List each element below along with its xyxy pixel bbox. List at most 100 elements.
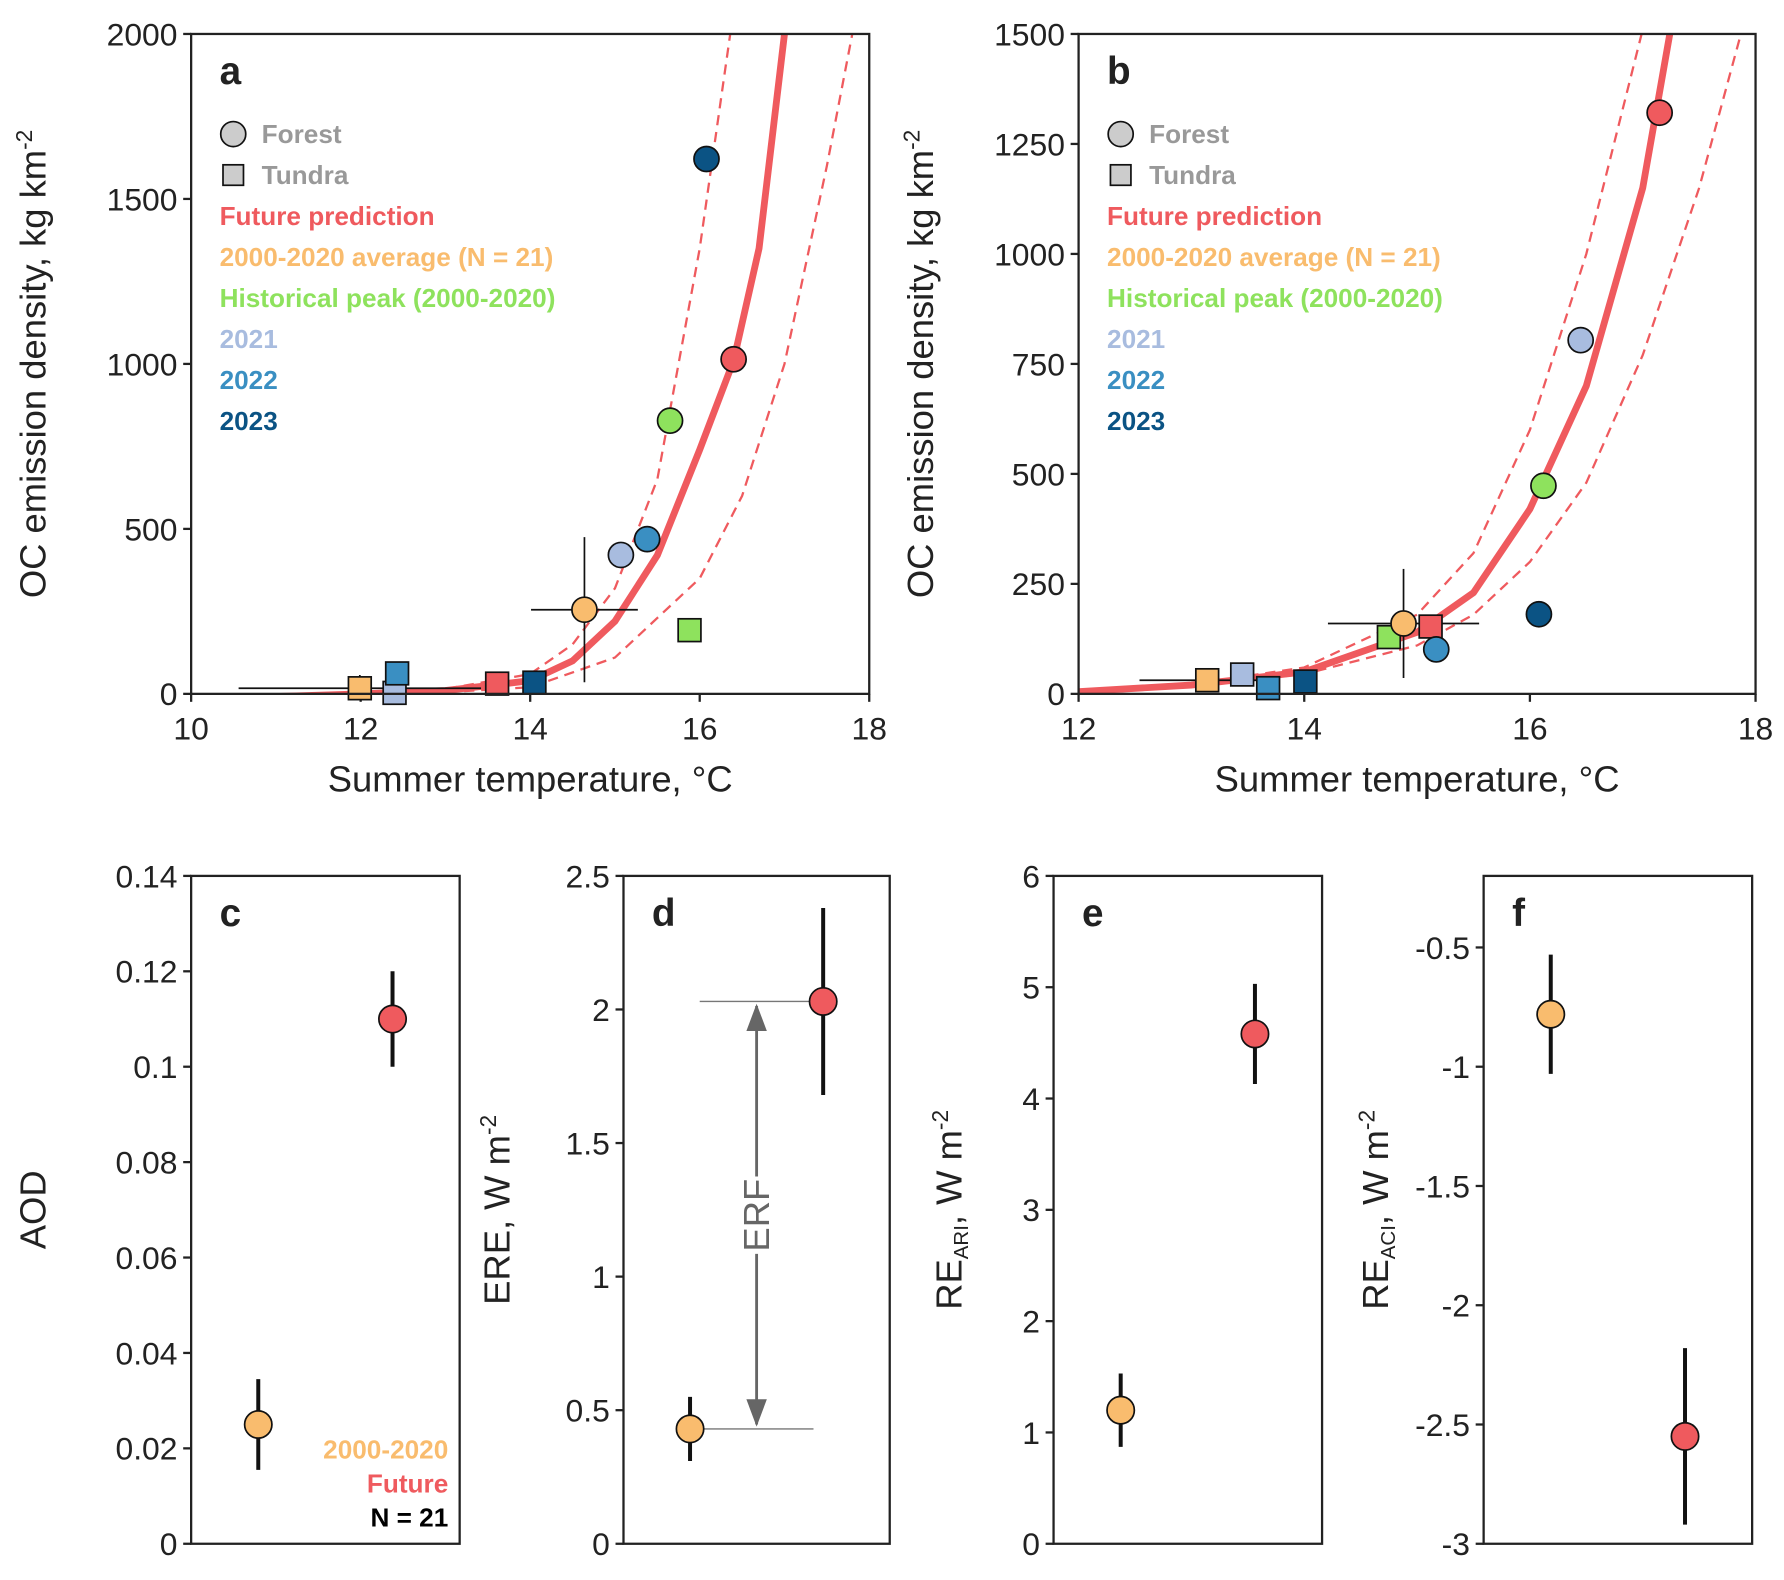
panel-letter: d: [652, 892, 676, 935]
legend-marker: [222, 163, 245, 187]
fit-curve: [1078, 33, 1742, 693]
legend-label: 2023: [220, 406, 278, 436]
legend-note: Future: [367, 1469, 448, 1499]
y-axis-label-part: , W m: [1355, 1130, 1396, 1225]
y-tick-label: 0.1: [133, 1049, 177, 1085]
legend-label: 2000-2020 average (N = 21): [220, 242, 554, 272]
y-tick-label: 1250: [994, 126, 1065, 162]
x-tick-label: 12: [1061, 710, 1096, 746]
x-tick-label: 16: [682, 710, 717, 746]
y-tick-label: -2: [1442, 1288, 1470, 1324]
y-tick-label: 1: [592, 1259, 610, 1295]
tundra-point: [677, 617, 702, 643]
y-tick-label: 2000: [107, 16, 178, 52]
point: [1536, 999, 1566, 1029]
x-tick-label: 16: [1512, 710, 1547, 746]
plot-frame: [190, 874, 461, 1545]
y-tick-label: 0.14: [116, 858, 178, 894]
forest-point: [1530, 472, 1557, 500]
y-axis-label-part: OC emission density, kg km: [13, 150, 54, 598]
tundra-point: [384, 661, 410, 686]
fit-curve: [191, 33, 788, 694]
legend-label: 2022: [1107, 365, 1165, 395]
y-tick-label: 0.02: [116, 1431, 178, 1467]
legend-label: 2021: [1107, 324, 1165, 354]
legend-note: N = 21: [370, 1503, 448, 1533]
y-tick-label: 0: [160, 1526, 178, 1562]
x-axis-label: Summer temperature, °C: [328, 759, 733, 800]
y-tick-label: 250: [1012, 566, 1065, 602]
plot-frame: [1482, 874, 1754, 1545]
forest-point: [1422, 636, 1450, 663]
point: [243, 1409, 273, 1440]
y-tick-label: 0.12: [116, 954, 178, 990]
legend-label: Forest: [262, 119, 342, 149]
y-tick-label: 2: [592, 992, 610, 1028]
plot-frame: [190, 32, 871, 695]
legend-label: 2021: [220, 324, 278, 354]
forest-point: [1646, 99, 1674, 127]
x-tick-label: 14: [512, 710, 547, 746]
y-tick-label: 0.06: [116, 1240, 178, 1276]
y-tick-label: -1.5: [1415, 1168, 1470, 1204]
panel: 0 1 2 3 4 5 6 REARI, W m-2 e: [927, 858, 1324, 1562]
y-tick-label: 5: [1022, 970, 1040, 1006]
fit-curve: [1078, 33, 1643, 693]
y-tick-label: -2.5: [1415, 1407, 1470, 1443]
panel: 0 0.02 0.04 0.06 0.08 0.1 0.12 0.14 AOD 2000-2020…: [13, 858, 461, 1562]
y-tick-label: 1000: [994, 236, 1065, 272]
legend-label: 2023: [1107, 406, 1165, 436]
y-axis-label: REARI, W m-2: [927, 1110, 973, 1310]
y-tick-label: 0.5: [566, 1393, 610, 1429]
y-axis-label: OC emission density, kg km-2: [11, 130, 54, 599]
panel-letter: c: [220, 892, 242, 935]
label-bg: [738, 1176, 775, 1254]
y-tick-label: 0: [160, 676, 178, 712]
panel-letter: b: [1107, 50, 1131, 93]
forest-point: [633, 525, 661, 553]
y-tick-label: 500: [1012, 456, 1065, 492]
legend-label: Tundra: [1149, 160, 1236, 190]
x-tick-label: 12: [343, 710, 378, 746]
y-axis-label-part: ERE, W m: [477, 1135, 518, 1305]
tundra-point: [1293, 669, 1318, 694]
y-tick-label: 1000: [107, 346, 178, 382]
y-tick-label: 2: [1022, 1304, 1040, 1340]
y-tick-label: 2.5: [566, 858, 610, 894]
legend-label: 2000-2020 average (N = 21): [1107, 242, 1441, 272]
forest-point: [1567, 326, 1595, 354]
forest-point: [571, 596, 598, 624]
y-tick-label: -3: [1442, 1526, 1470, 1562]
plot-frame: [1077, 32, 1757, 695]
tundra-point: [522, 670, 547, 695]
point: [808, 986, 838, 1016]
point: [675, 1414, 705, 1444]
y-tick-label: 1.5: [566, 1125, 610, 1161]
tundra-point: [1194, 667, 1220, 693]
x-axis-label: Summer temperature, °C: [1215, 759, 1620, 800]
y-tick-label: 6: [1022, 858, 1040, 894]
panel: 0 250 500 750 1000 1250 1500 12 14 16 18 Summer tem…: [898, 16, 1773, 799]
plot-frame: [1052, 874, 1324, 1545]
y-tick-label: 0.08: [116, 1145, 178, 1181]
legend-marker: [219, 120, 247, 148]
legend-note: 2000-2020: [323, 1434, 448, 1464]
y-axis-label-part: -2: [11, 130, 37, 150]
y-axis-label-part: ACI: [1377, 1225, 1400, 1259]
y-axis-label: REACI, W m-2: [1353, 1110, 1399, 1310]
x-tick-label: 18: [852, 710, 887, 746]
y-axis-label-part: , W m: [928, 1130, 969, 1225]
legend-marker: [1109, 163, 1132, 187]
forest-point: [1390, 610, 1417, 637]
y-tick-label: 1500: [107, 181, 178, 217]
tundra-point: [347, 676, 373, 701]
point: [1106, 1395, 1136, 1425]
y-tick-label: 4: [1022, 1081, 1040, 1117]
legend-label: 2022: [220, 365, 278, 395]
x-tick-label: 10: [173, 710, 208, 746]
panel: 0 0.5 1 1.5 2 2.5 ERE, W m-2 ERF d: [475, 858, 891, 1562]
y-axis-label: OC emission density, kg km-2: [898, 130, 941, 599]
y-tick-label: 750: [1012, 346, 1065, 382]
